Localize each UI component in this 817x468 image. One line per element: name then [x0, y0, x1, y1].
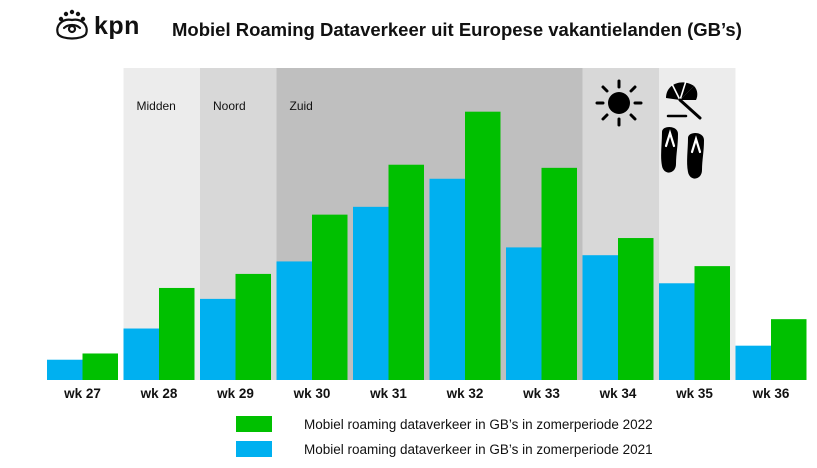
x-tick-label: wk 33 — [522, 386, 560, 401]
legend-item-2021: Mobiel roaming dataverkeer in GB’s in zo… — [236, 439, 653, 459]
region-label: Midden — [137, 99, 176, 113]
bar-2021 — [123, 328, 159, 380]
legend-label: Mobiel roaming dataverkeer in GB’s in zo… — [304, 416, 653, 432]
x-tick-label: wk 35 — [675, 386, 713, 401]
bar-2022 — [82, 353, 118, 380]
bar-2021 — [659, 283, 695, 380]
kpn-crown-icon — [56, 9, 88, 40]
bar-2021 — [429, 178, 465, 380]
x-tick-label: wk 31 — [369, 386, 407, 401]
x-tick-label: wk 28 — [140, 386, 178, 401]
bar-2022 — [694, 266, 730, 380]
x-tick-label: wk 30 — [293, 386, 331, 401]
sun-icon — [595, 79, 643, 127]
region-label: Noord — [213, 99, 246, 113]
bar-2021 — [506, 247, 542, 380]
x-tick-label: wk 27 — [63, 386, 101, 401]
legend-swatch — [236, 441, 272, 457]
region-label: Zuid — [290, 99, 313, 113]
x-tick-label: wk 32 — [446, 386, 484, 401]
legend-item-2022: Mobiel roaming dataverkeer in GB’s in zo… — [236, 414, 653, 434]
bar-2022 — [465, 111, 501, 381]
bar-2021 — [276, 261, 312, 380]
bar-2021 — [735, 345, 771, 380]
bar-2022 — [159, 287, 195, 380]
bar-2021 — [47, 359, 83, 380]
bar-2022 — [618, 238, 654, 380]
bar-2021 — [353, 206, 389, 380]
flip-flops-icon — [661, 126, 704, 179]
x-tick-label: wk 29 — [216, 386, 254, 401]
legend-label: Mobiel roaming dataverkeer in GB’s in zo… — [304, 441, 653, 457]
beach-umbrella-icon — [666, 80, 702, 120]
bar-2022 — [541, 167, 577, 380]
brand-logo-text: kpn — [94, 12, 140, 40]
chart-title: Mobiel Roaming Dataverkeer uit Europese … — [172, 19, 742, 40]
bar-2021 — [582, 255, 618, 380]
bar-2021 — [200, 298, 236, 380]
bar-2022 — [388, 164, 424, 380]
legend-swatch — [236, 416, 272, 432]
bar-2022 — [312, 214, 348, 380]
bar-2022 — [771, 319, 807, 380]
x-tick-label: wk 34 — [599, 386, 637, 401]
x-tick-label: wk 36 — [752, 386, 790, 401]
bar-2022 — [235, 273, 271, 380]
